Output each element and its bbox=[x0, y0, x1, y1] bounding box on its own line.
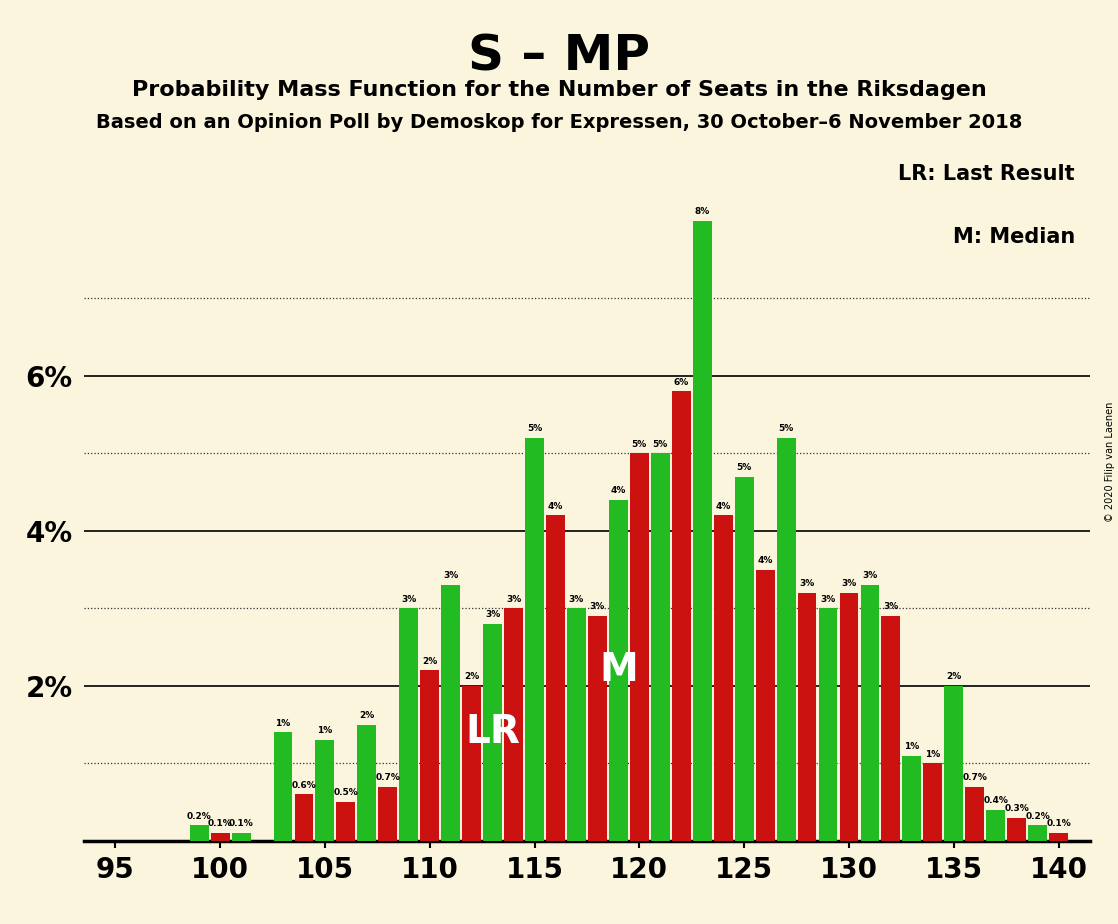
Text: 1%: 1% bbox=[318, 726, 332, 736]
Text: 5%: 5% bbox=[778, 424, 794, 433]
Bar bbox=[1049, 833, 1068, 841]
Bar bbox=[965, 786, 984, 841]
Bar bbox=[818, 608, 837, 841]
Text: S – MP: S – MP bbox=[468, 32, 650, 80]
Bar bbox=[294, 795, 313, 841]
Text: 5%: 5% bbox=[527, 424, 542, 433]
Bar bbox=[588, 616, 607, 841]
Bar bbox=[756, 569, 775, 841]
Text: 0.1%: 0.1% bbox=[1046, 820, 1071, 829]
Text: 3%: 3% bbox=[883, 602, 899, 612]
Text: 2%: 2% bbox=[946, 672, 961, 681]
Bar bbox=[693, 221, 712, 841]
Bar bbox=[567, 608, 586, 841]
Bar bbox=[923, 763, 942, 841]
Bar bbox=[274, 733, 293, 841]
Bar bbox=[986, 809, 1005, 841]
Text: 3%: 3% bbox=[485, 610, 500, 619]
Bar bbox=[672, 391, 691, 841]
Text: 1%: 1% bbox=[926, 749, 940, 759]
Text: 3%: 3% bbox=[401, 595, 416, 603]
Bar bbox=[483, 624, 502, 841]
Text: 3%: 3% bbox=[590, 602, 605, 612]
Bar bbox=[713, 516, 732, 841]
Text: M: M bbox=[599, 651, 637, 689]
Text: 2%: 2% bbox=[359, 711, 375, 720]
Bar bbox=[945, 686, 964, 841]
Text: 0.3%: 0.3% bbox=[1004, 804, 1029, 813]
Bar bbox=[442, 585, 461, 841]
Text: 4%: 4% bbox=[548, 502, 563, 511]
Bar bbox=[315, 740, 334, 841]
Text: 4%: 4% bbox=[757, 556, 773, 565]
Bar bbox=[358, 724, 377, 841]
Bar bbox=[840, 593, 859, 841]
Text: 0.4%: 0.4% bbox=[984, 796, 1008, 805]
Bar bbox=[378, 786, 397, 841]
Text: 0.1%: 0.1% bbox=[229, 820, 254, 829]
Text: LR: LR bbox=[465, 713, 520, 751]
Bar bbox=[337, 802, 356, 841]
Text: © 2020 Filip van Laenen: © 2020 Filip van Laenen bbox=[1106, 402, 1115, 522]
Text: 2%: 2% bbox=[423, 657, 437, 665]
Text: 6%: 6% bbox=[674, 378, 689, 386]
Text: M: Median: M: Median bbox=[953, 227, 1074, 247]
Bar bbox=[1029, 825, 1048, 841]
Bar bbox=[797, 593, 816, 841]
Bar bbox=[902, 756, 921, 841]
Text: 1%: 1% bbox=[904, 742, 919, 751]
Text: LR: Last Result: LR: Last Result bbox=[899, 164, 1074, 184]
Bar bbox=[210, 833, 229, 841]
Bar bbox=[546, 516, 565, 841]
Text: 5%: 5% bbox=[653, 440, 667, 449]
Text: 4%: 4% bbox=[610, 486, 626, 495]
Bar bbox=[399, 608, 418, 841]
Text: 0.5%: 0.5% bbox=[333, 788, 358, 797]
Bar bbox=[735, 477, 754, 841]
Text: 3%: 3% bbox=[862, 571, 878, 580]
Text: 0.2%: 0.2% bbox=[187, 811, 211, 821]
Bar bbox=[629, 454, 648, 841]
Text: 1%: 1% bbox=[275, 719, 291, 728]
Bar bbox=[609, 500, 628, 841]
Text: 5%: 5% bbox=[737, 463, 751, 472]
Text: 3%: 3% bbox=[443, 571, 458, 580]
Text: 3%: 3% bbox=[569, 595, 584, 603]
Bar bbox=[881, 616, 900, 841]
Text: 3%: 3% bbox=[506, 595, 521, 603]
Text: 8%: 8% bbox=[694, 207, 710, 216]
Text: 0.7%: 0.7% bbox=[963, 773, 987, 782]
Text: 2%: 2% bbox=[464, 672, 480, 681]
Bar bbox=[777, 438, 796, 841]
Text: 3%: 3% bbox=[842, 579, 856, 589]
Text: 4%: 4% bbox=[716, 502, 731, 511]
Text: Based on an Opinion Poll by Demoskop for Expressen, 30 October–6 November 2018: Based on an Opinion Poll by Demoskop for… bbox=[96, 113, 1022, 132]
Bar bbox=[861, 585, 880, 841]
Text: 0.7%: 0.7% bbox=[376, 773, 400, 782]
Text: 0.1%: 0.1% bbox=[208, 820, 233, 829]
Text: 5%: 5% bbox=[632, 440, 647, 449]
Bar bbox=[651, 454, 670, 841]
Bar bbox=[504, 608, 523, 841]
Text: 3%: 3% bbox=[799, 579, 815, 589]
Bar bbox=[1007, 818, 1026, 841]
Bar bbox=[190, 825, 209, 841]
Bar bbox=[525, 438, 544, 841]
Bar bbox=[462, 686, 481, 841]
Bar bbox=[231, 833, 250, 841]
Text: 0.2%: 0.2% bbox=[1025, 811, 1050, 821]
Text: 0.6%: 0.6% bbox=[292, 781, 316, 790]
Text: Probability Mass Function for the Number of Seats in the Riksdagen: Probability Mass Function for the Number… bbox=[132, 80, 986, 101]
Text: 3%: 3% bbox=[821, 595, 835, 603]
Bar bbox=[420, 670, 439, 841]
